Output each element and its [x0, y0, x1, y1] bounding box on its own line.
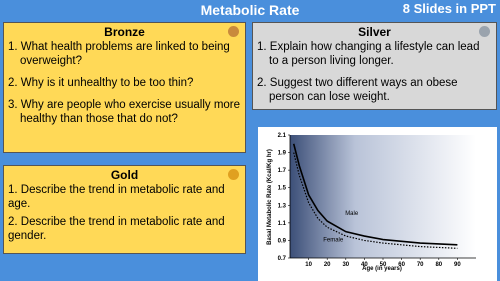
series-line [292, 143, 458, 246]
question: 3. Why are people who exercise usually m… [8, 99, 241, 125]
box-title: Bronze [104, 25, 145, 39]
x-tick-label: 50 [380, 262, 387, 268]
question: 1. What health problems are linked to be… [8, 41, 230, 67]
plot-area [290, 135, 476, 258]
y-tick-label: 1.1 [278, 221, 287, 227]
x-tick-label: 20 [324, 262, 331, 268]
slide-title: Metabolic Rate [200, 2, 300, 18]
question: 1. Explain how changing a lifestyle can … [257, 41, 480, 67]
chart: Age (in years) Basal Metabolic Rate (Kca… [258, 127, 497, 281]
x-axis-label: Age (in years) [362, 266, 402, 272]
question: 2. Suggest two different ways an obese p… [257, 77, 458, 103]
question: 2. Why is it unhealthy to be too thin? [8, 77, 194, 89]
series-label: Male [345, 211, 359, 217]
y-tick-label: 1.3 [278, 203, 287, 209]
medal [228, 169, 239, 180]
box-title: Gold [110, 168, 139, 182]
medal [479, 26, 490, 37]
y-tick-label: 2.1 [278, 133, 287, 139]
y-tick-label: 1.7 [278, 168, 287, 174]
x-tick-label: 80 [435, 262, 442, 268]
y-tick-label: 0.9 [278, 238, 287, 244]
y-tick-label: 1.5 [278, 186, 287, 192]
gold-box: Gold 1. Describe the trend in metabolic … [3, 165, 246, 254]
series-label: Female [323, 237, 344, 243]
medal [228, 26, 239, 37]
question: 2. Describe the trend in metabolic rate … [8, 216, 225, 242]
silver-box: Silver 1. Explain how changing a lifesty… [252, 22, 497, 110]
badge: 8 Slides in PPT [402, 1, 496, 16]
y-axis-label: Basal Metabolic Rate (Kcal/Kg hr) [267, 149, 273, 245]
bronze-box: Bronze 1. What health problems are linke… [3, 22, 246, 153]
x-tick-label: 70 [417, 262, 424, 268]
y-tick-label: 1.9 [278, 151, 287, 157]
x-tick-label: 90 [454, 262, 461, 268]
box-title: Silver [358, 25, 391, 39]
x-tick-label: 30 [342, 262, 349, 268]
y-tick-label: 0.7 [278, 256, 287, 262]
x-tick-label: 10 [305, 262, 312, 268]
question: 1. Describe the trend in metabolic rate … [8, 184, 225, 210]
x-tick-label: 60 [398, 262, 405, 268]
x-tick-label: 40 [361, 262, 368, 268]
